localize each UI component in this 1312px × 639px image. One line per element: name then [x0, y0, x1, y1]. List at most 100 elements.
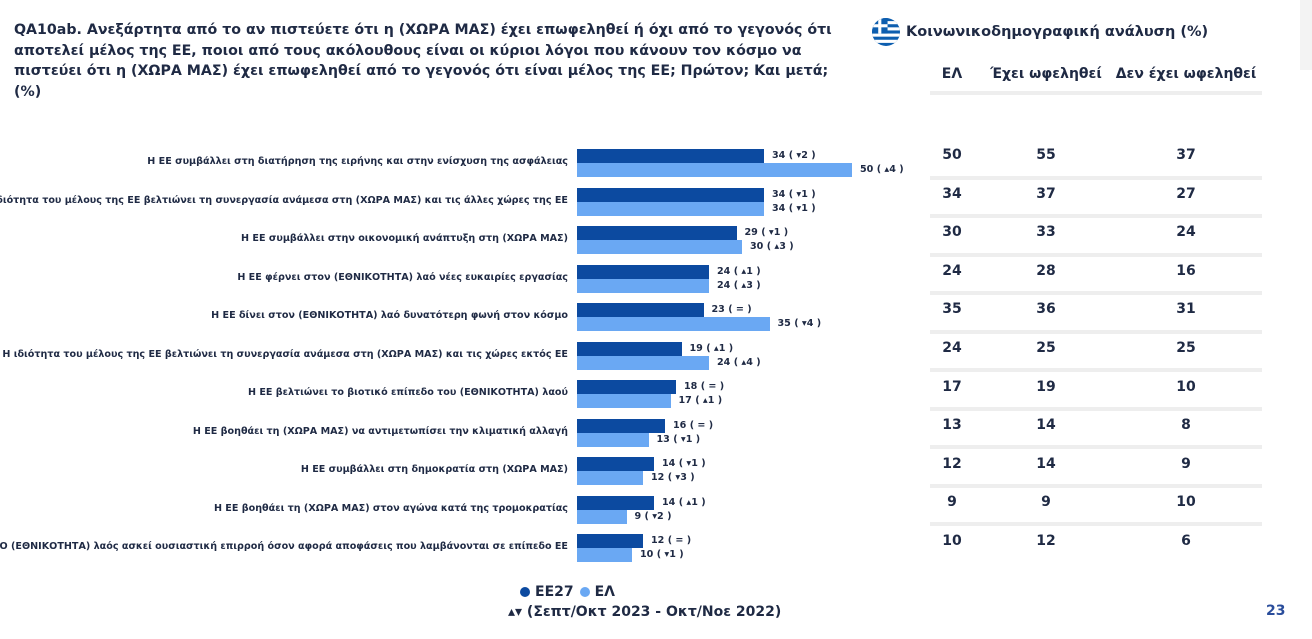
table-cell: 12	[942, 455, 962, 472]
table-cell: 9	[947, 494, 957, 511]
value-label-el: 24 ( ▴3 )	[717, 279, 761, 291]
legend: ΕΕ27 ΕΛ	[520, 584, 615, 600]
bar-el	[577, 163, 852, 177]
value-label-el: 10 ( ▾1 )	[640, 549, 684, 560]
table-cell: 28	[1036, 262, 1056, 279]
value-label-el: 34 ( ▾1 )	[772, 202, 816, 214]
bar-el	[577, 509, 627, 524]
table-cell: 36	[1036, 301, 1056, 318]
row-separator	[930, 445, 1262, 449]
bar-eu27	[577, 534, 643, 548]
table-cell: 27	[1176, 185, 1196, 202]
right-panel-header: Κοινωνικοδημογραφική ανάλυση (%)	[872, 18, 1208, 46]
page-edge	[1300, 0, 1312, 70]
value-label-el: 24 ( ▴4 )	[717, 356, 761, 368]
row-separator	[930, 291, 1262, 295]
table-cell: 55	[1036, 147, 1056, 163]
bar-eu27	[577, 187, 764, 202]
category-label: Ο (ΕΘΝΙΚΟΤΗΤΑ) λαός ασκεί ουσιαστική επι…	[0, 541, 568, 552]
category-label: Η ιδιότητα του μέλους της ΕΕ βελτιώνει τ…	[0, 194, 568, 206]
value-label-eu27: 23 ( = )	[711, 304, 752, 315]
value-label-eu27: 14 ( ▾1 )	[662, 458, 706, 469]
table-cell: 9	[1041, 494, 1051, 511]
column-header: Δεν έχει ωφεληθεί	[1115, 66, 1257, 82]
legend-swatch-el	[579, 587, 590, 597]
legend-label-eu27: ΕΕ27	[535, 584, 574, 600]
category-label: Η ιδιότητα του μέλους της ΕΕ βελτιώνει τ…	[2, 348, 568, 360]
row-separator	[930, 407, 1262, 411]
category-label: Η ΕΕ συμβάλλει στη διατήρηση της ειρήνης…	[147, 156, 568, 167]
bar-el	[577, 394, 671, 408]
table-cell: 30	[942, 224, 962, 241]
table-cell: 37	[1176, 147, 1196, 163]
category-label: Η ΕΕ συμβάλλει στην οικονομική ανάπτυξη …	[241, 233, 568, 244]
value-label-eu27: 12 ( = )	[651, 535, 692, 546]
value-label-el: 17 ( ▴1 )	[678, 395, 723, 406]
value-label-el: 50 ( ▴4 )	[860, 164, 904, 175]
row-separator	[930, 214, 1262, 218]
table-cell: 25	[1176, 340, 1196, 356]
table-cell: 19	[1036, 378, 1056, 395]
greek-flag-icon	[872, 18, 900, 46]
category-label: Η ΕΕ φέρνει στον (ΕΘΝΙΚΟΤΗΤΑ) λαό νέες ε…	[237, 271, 568, 283]
bar-eu27	[577, 341, 682, 356]
bar-el	[577, 201, 764, 216]
column-header: Έχει ωφεληθεί	[990, 66, 1102, 82]
table-cell: 10	[942, 533, 962, 549]
row-separator	[930, 253, 1262, 257]
bar-eu27	[577, 226, 737, 240]
row-separator	[930, 484, 1262, 488]
table-cell: 24	[942, 262, 962, 279]
table-cell: 8	[1181, 417, 1191, 434]
value-label-eu27: 29 ( ▾1 )	[744, 227, 789, 238]
bar-el	[577, 548, 632, 562]
row-separator	[930, 368, 1262, 372]
table-cell: 24	[942, 340, 962, 356]
bar-eu27	[577, 380, 676, 394]
row-separator	[930, 91, 1262, 95]
legend-label-el: ΕΛ	[594, 584, 616, 600]
page-number: 23	[1266, 603, 1286, 619]
value-label-eu27: 34 ( ▾1 )	[772, 188, 816, 200]
legend-swatch-eu27	[520, 587, 530, 597]
bar-el	[577, 355, 709, 370]
bar-eu27	[577, 418, 665, 433]
column-header: ΕΛ	[941, 66, 963, 82]
bar-el	[577, 278, 709, 293]
table-cell: 24	[1176, 224, 1196, 241]
value-label-eu27: 24 ( ▴1 )	[717, 265, 761, 277]
table-cell: 12	[1036, 533, 1056, 549]
row-separator	[930, 522, 1262, 526]
value-label-el: 9 ( ▾2 )	[634, 510, 672, 522]
table-cell: 31	[1176, 301, 1196, 318]
value-label-el: 35 ( ▾4 )	[777, 318, 822, 329]
bar-el	[577, 240, 742, 254]
table-cell: 16	[1176, 262, 1196, 279]
table-cell: 10	[1176, 494, 1196, 511]
table-cell: 35	[942, 301, 962, 318]
table-cell: 17	[942, 378, 962, 395]
value-label-eu27: 19 ( ▴1 )	[689, 342, 734, 354]
row-separator	[930, 176, 1262, 180]
table-cell: 34	[942, 185, 962, 202]
value-label-eu27: 16 ( = )	[673, 419, 714, 431]
table-cell: 10	[1176, 378, 1196, 395]
bar-eu27	[577, 303, 704, 317]
table-cell: 14	[1036, 455, 1056, 472]
bar-el	[577, 317, 770, 331]
table-cell: 33	[1036, 224, 1056, 241]
category-label: Η ΕΕ δίνει στον (ΕΘΝΙΚΟΤΗΤΑ) λαό δυνατότ…	[211, 310, 568, 321]
table-cell: 13	[942, 417, 962, 434]
value-label-eu27: 14 ( ▴1 )	[662, 496, 706, 508]
bar-eu27	[577, 149, 764, 163]
comparison-period: ▴▾ (Σεπτ/Οκτ 2023 - Οκτ/Νοε 2022)	[508, 604, 782, 620]
table-cell: 6	[1181, 533, 1191, 549]
value-label-eu27: 18 ( = )	[684, 381, 725, 392]
right-panel-title: Κοινωνικοδημογραφική ανάλυση (%)	[906, 24, 1209, 40]
value-label-el: 12 ( ▾3 )	[651, 472, 695, 483]
value-label-el: 30 ( ▴3 )	[750, 241, 794, 252]
bar-eu27	[577, 495, 654, 510]
chart-title: QA10ab. Ανεξάρτητα από το αν πιστεύετε ό…	[14, 22, 832, 100]
table-cell: 50	[942, 147, 962, 163]
category-label: Η ΕΕ βελτιώνει το βιοτικό επίπεδο του (Ε…	[247, 387, 568, 398]
